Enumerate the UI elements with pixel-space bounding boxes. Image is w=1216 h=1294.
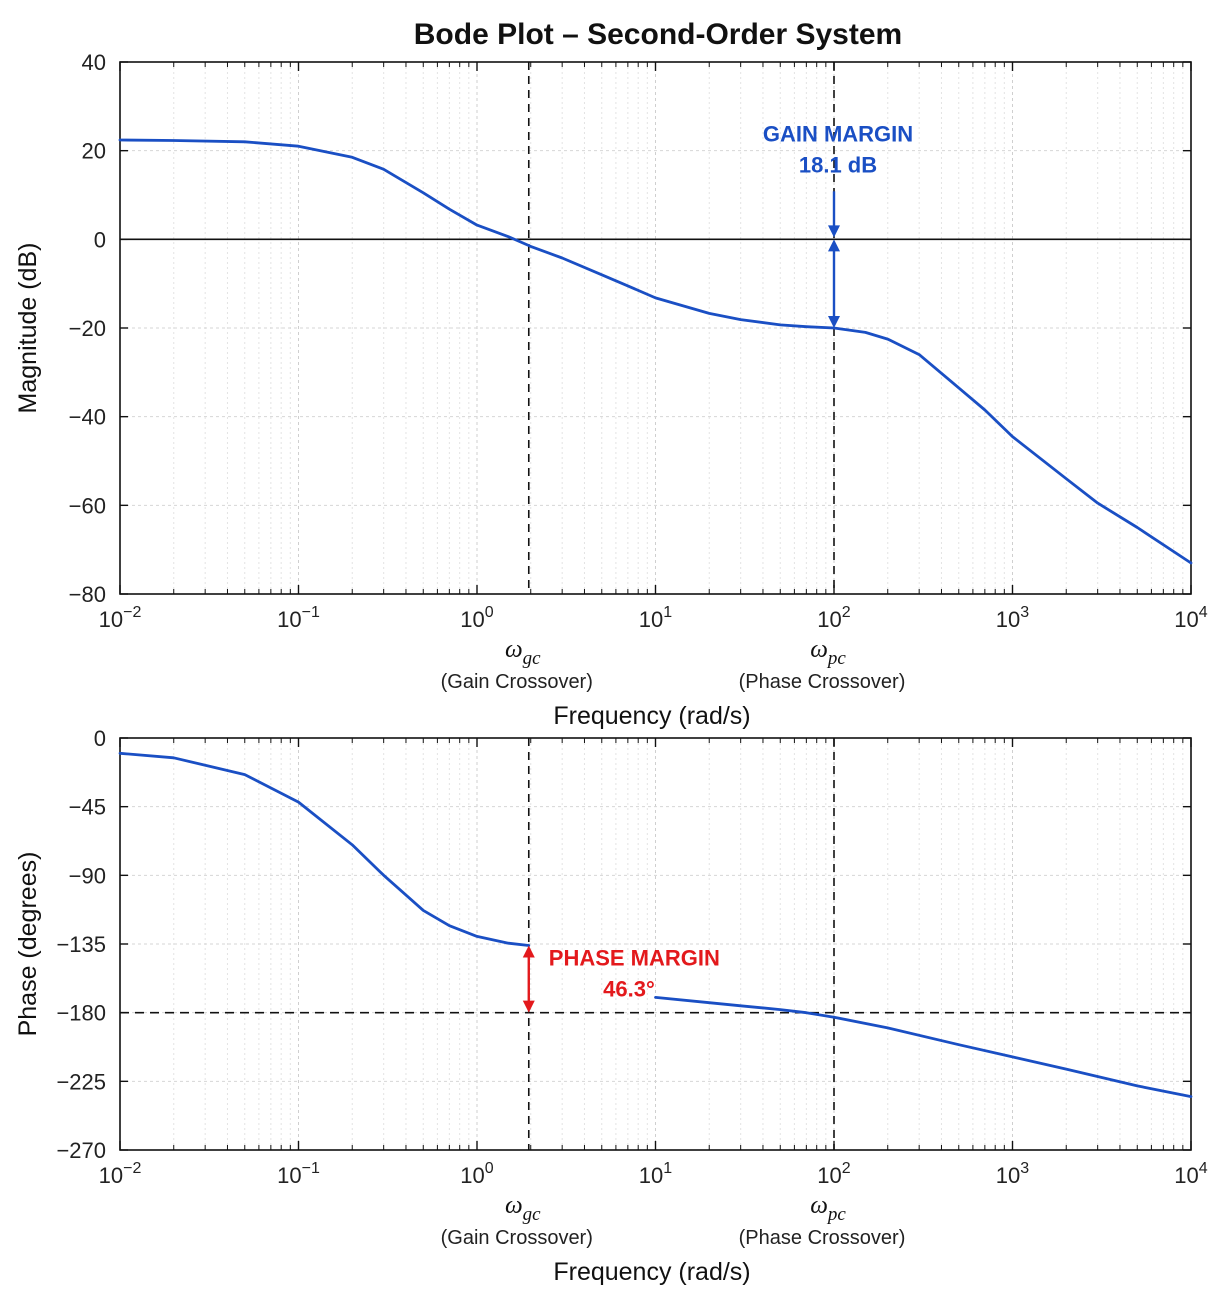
x-tick-label: 10−2 [99,1160,142,1188]
x-tick-label: 102 [817,1160,850,1188]
x-tick-label: 10−1 [277,604,320,632]
margin-arrowhead [522,1000,535,1013]
x-tick-label: 103 [996,1160,1029,1188]
y-tick-label: −40 [69,405,106,430]
x-tick-label: 10−2 [99,604,142,632]
y-tick-label: 0 [94,227,106,252]
marker-omega-label: ωgc [505,1192,541,1225]
marker-omega-label: ωpc [810,636,846,669]
marker-caption: (Gain Crossover) [441,1227,593,1249]
y-tick-label: 20 [82,139,106,164]
gain-margin-label: GAIN MARGIN [763,121,913,146]
x-tick-label: 10−1 [277,1160,320,1188]
x-axis-label: Frequency (rad/s) [553,1258,750,1286]
y-tick-label: 0 [94,726,106,751]
phase-margin-label: PHASE MARGIN [549,946,720,971]
y-tick-label: −20 [69,316,106,341]
margin-arrowhead [828,225,840,238]
series-line [654,996,1193,1098]
gain-margin-value: 18.1 dB [799,152,877,177]
marker-caption: (Phase Crossover) [739,1227,906,1249]
marker-omega-label: ωpc [810,1192,846,1225]
y-tick-label: −80 [69,582,106,607]
margin-arrowhead [828,316,840,328]
y-tick-label: −60 [69,493,106,518]
marker-caption: (Phase Crossover) [739,671,906,693]
series-line [118,751,531,947]
x-tick-label: 103 [996,604,1029,632]
y-tick-label: −270 [56,1138,106,1163]
x-tick-label: 104 [1174,604,1207,632]
marker-omega-label: ωgc [505,636,541,669]
x-tick-label: 104 [1174,1160,1207,1188]
y-axis-label: Magnitude (dB) [14,243,42,414]
marker-caption: (Gain Crossover) [441,671,593,693]
x-tick-label: 101 [639,1160,672,1188]
y-tick-label: −135 [56,932,106,957]
y-tick-label: −180 [56,1001,106,1026]
x-tick-label: 101 [639,604,672,632]
y-tick-label: −90 [69,863,106,888]
y-tick-label: 40 [82,50,106,75]
x-tick-label: 100 [460,1160,493,1188]
x-tick-label: 100 [460,604,493,632]
y-tick-label: −45 [69,795,106,820]
margin-arrowhead [522,945,535,958]
y-axis-label: Phase (degrees) [14,852,42,1037]
x-axis-label: Frequency (rad/s) [553,702,750,730]
y-tick-label: −225 [56,1069,106,1094]
phase-margin-value: 46.3° [603,977,655,1002]
margin-arrowhead [828,239,840,252]
chart-title: Bode Plot – Second-Order System [414,18,902,51]
series-line [118,138,1193,565]
x-tick-label: 102 [817,604,850,632]
